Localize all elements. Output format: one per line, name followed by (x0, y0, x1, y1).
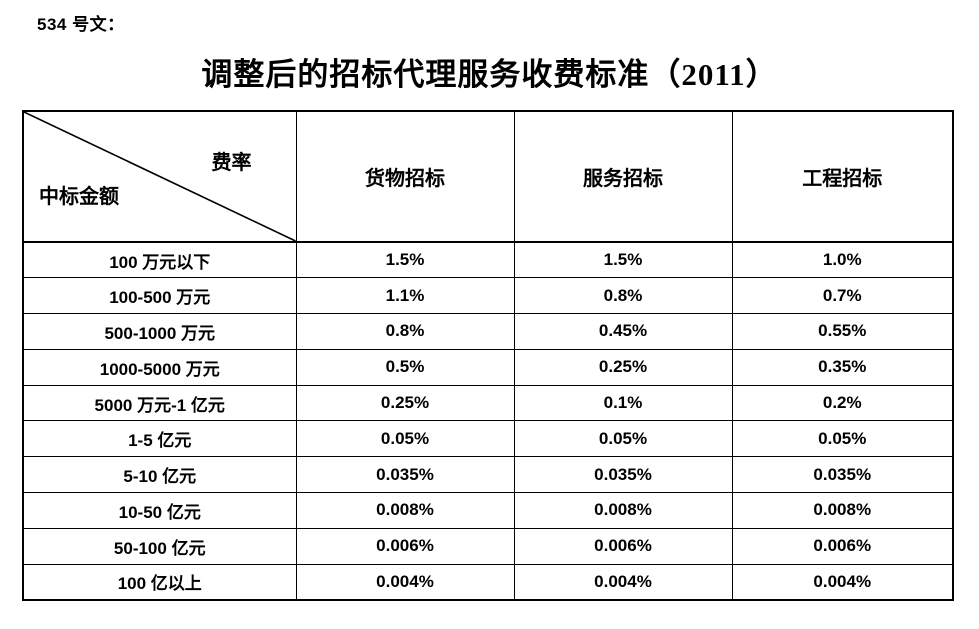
amount-cell: 10-50 亿元 (22, 492, 297, 529)
column-header-engineering: 工程招标 (731, 110, 954, 243)
rate-cell: 0.008% (513, 492, 733, 529)
corner-cell: 费率 中标金额 (22, 110, 297, 243)
rate-cell: 0.006% (731, 527, 954, 565)
rate-cell: 0.035% (295, 456, 515, 494)
rate-cell: 0.05% (513, 420, 733, 458)
amount-cell: 100-500 万元 (22, 277, 297, 315)
fee-table: 费率 中标金额 货物招标 服务招标 工程招标 100 万元以下 1.5% 1.5… (22, 110, 954, 601)
rate-cell: 0.25% (513, 348, 733, 386)
amount-cell: 500-1000 万元 (22, 313, 297, 350)
rate-cell: 0.2% (731, 384, 954, 422)
table-row: 500-1000 万元 0.8% 0.45% 0.55% (22, 313, 954, 350)
rate-cell: 0.55% (731, 313, 954, 350)
table-row: 100 万元以下 1.5% 1.5% 1.0% (22, 241, 954, 279)
rate-cell: 0.006% (513, 527, 733, 565)
table-row: 100-500 万元 1.1% 0.8% 0.7% (22, 277, 954, 315)
rate-cell: 1.5% (513, 241, 733, 279)
table-row: 10-50 亿元 0.008% 0.008% 0.008% (22, 492, 954, 529)
rate-cell: 1.1% (295, 277, 515, 315)
page-title: 调整后的招标代理服务收费标准（2011） (201, 57, 778, 92)
rate-cell: 0.006% (295, 527, 515, 565)
rate-cell: 0.8% (295, 313, 515, 350)
amount-cell: 1-5 亿元 (22, 420, 297, 458)
rate-cell: 0.25% (295, 384, 515, 422)
rate-cell: 0.004% (295, 563, 515, 601)
rate-cell: 0.5% (295, 348, 515, 386)
rate-cell: 0.008% (731, 492, 954, 529)
rate-cell: 1.5% (295, 241, 515, 279)
amount-cell: 50-100 亿元 (22, 527, 297, 565)
rate-cell: 1.0% (731, 241, 954, 279)
table-row: 100 亿以上 0.004% 0.004% 0.004% (22, 563, 954, 601)
corner-label-rate: 费率 (211, 152, 252, 174)
doc-number: 534 号文： (37, 15, 125, 34)
rate-cell: 0.45% (513, 313, 733, 350)
amount-cell: 5-10 亿元 (22, 456, 297, 494)
amount-cell: 100 亿以上 (22, 563, 297, 601)
header-row: 费率 中标金额 货物招标 服务招标 工程招标 (22, 110, 954, 243)
corner-label-amount: 中标金额 (39, 186, 119, 208)
amount-cell: 1000-5000 万元 (22, 348, 297, 386)
column-header-services: 服务招标 (513, 110, 733, 243)
table-row: 5000 万元-1 亿元 0.25% 0.1% 0.2% (22, 384, 954, 422)
rate-cell: 0.8% (513, 277, 733, 315)
amount-cell: 100 万元以下 (22, 241, 297, 279)
rate-cell: 0.7% (731, 277, 954, 315)
amount-cell: 5000 万元-1 亿元 (22, 384, 297, 422)
rate-cell: 0.05% (731, 420, 954, 458)
rate-cell: 0.004% (513, 563, 733, 601)
table-row: 50-100 亿元 0.006% 0.006% 0.006% (22, 527, 954, 565)
rate-cell: 0.004% (731, 563, 954, 601)
column-header-goods: 货物招标 (295, 110, 515, 243)
table-row: 1-5 亿元 0.05% 0.05% 0.05% (22, 420, 954, 458)
rate-cell: 0.1% (513, 384, 733, 422)
rate-cell: 0.008% (295, 492, 515, 529)
rate-cell: 0.035% (731, 456, 954, 494)
rate-cell: 0.35% (731, 348, 954, 386)
rate-cell: 0.05% (295, 420, 515, 458)
table-row: 1000-5000 万元 0.5% 0.25% 0.35% (22, 348, 954, 386)
table-row: 5-10 亿元 0.035% 0.035% 0.035% (22, 456, 954, 494)
rate-cell: 0.035% (513, 456, 733, 494)
diagonal-line (24, 112, 296, 241)
